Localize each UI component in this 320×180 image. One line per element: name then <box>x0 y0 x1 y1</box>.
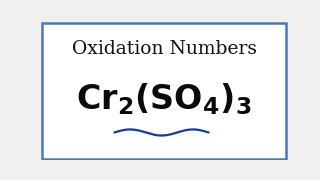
Text: $\mathbf{Cr_2(SO_4)_3}$: $\mathbf{Cr_2(SO_4)_3}$ <box>76 81 252 117</box>
Text: Oxidation Numbers: Oxidation Numbers <box>71 40 257 58</box>
FancyBboxPatch shape <box>43 23 285 159</box>
